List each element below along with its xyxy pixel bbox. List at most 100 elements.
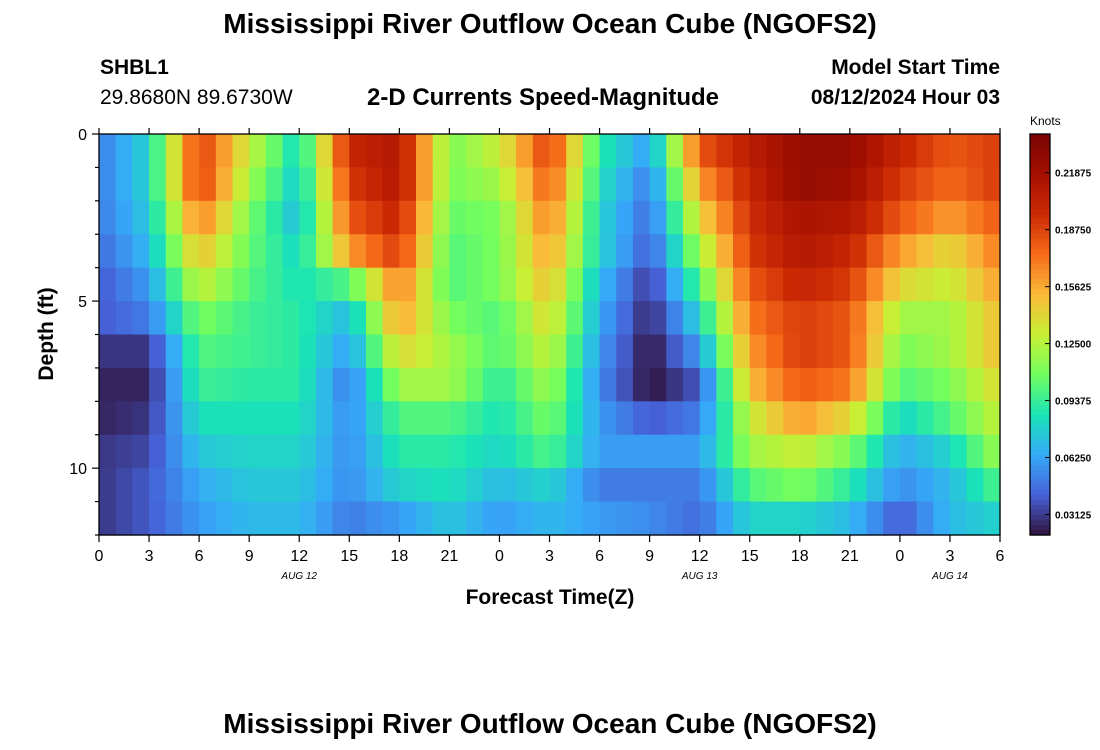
x-tick-label: 9 xyxy=(245,548,254,565)
heatmap-cell xyxy=(649,301,667,336)
heatmap-cell xyxy=(349,367,367,402)
heatmap-cell xyxy=(249,301,267,336)
heatmap-cell xyxy=(332,234,350,269)
heatmap-cell xyxy=(349,301,367,336)
heatmap-cell xyxy=(983,267,1001,302)
heatmap-cell xyxy=(983,301,1001,336)
heatmap-cell xyxy=(899,367,918,402)
heatmap-cell xyxy=(149,401,167,436)
colorbar-segment xyxy=(1030,239,1050,245)
heatmap-cell xyxy=(99,334,117,369)
heatmap-cell xyxy=(265,200,284,235)
colorbar-tick-label: 0.18750 xyxy=(1055,226,1092,237)
heatmap-cell xyxy=(232,200,250,235)
heatmap-cell xyxy=(899,334,918,369)
colorbar-segment xyxy=(1030,514,1050,521)
colorbar-segment xyxy=(1030,354,1050,361)
colorbar-segment xyxy=(1030,149,1050,155)
colorbar-segment xyxy=(1030,524,1050,531)
heatmap-cell xyxy=(666,301,684,336)
heatmap-cell xyxy=(916,134,934,169)
colorbar-segment xyxy=(1030,134,1050,140)
heatmap-cell xyxy=(849,167,868,202)
heatmap-cell xyxy=(733,134,751,169)
colorbar-segment xyxy=(1030,264,1050,270)
heatmap-cell xyxy=(215,334,234,369)
heatmap-cell xyxy=(716,434,734,469)
heatmap-cell xyxy=(983,234,1001,269)
heatmap-cell xyxy=(833,468,851,503)
heatmap-cell xyxy=(182,334,200,369)
heatmap-cell xyxy=(449,367,467,402)
heatmap-cell xyxy=(616,167,634,202)
colorbar-tick-label: 0.09375 xyxy=(1055,397,1092,408)
heatmap-cell xyxy=(499,367,517,402)
heatmap-cell xyxy=(499,167,517,202)
x-axis-label: Forecast Time(Z) xyxy=(466,586,635,609)
heatmap-cell xyxy=(649,501,667,536)
heatmap-cell xyxy=(649,234,667,269)
colorbar-segment xyxy=(1030,529,1050,536)
heatmap-cell xyxy=(549,234,567,269)
heatmap-cell xyxy=(365,468,384,503)
heatmap-cell xyxy=(482,167,501,202)
heatmap-cell xyxy=(466,234,484,269)
colorbar-segment xyxy=(1030,219,1050,225)
colorbar-tick-label: 0.15625 xyxy=(1055,283,1092,294)
heatmap-cell xyxy=(983,468,1001,503)
colorbar-segment xyxy=(1030,329,1050,336)
heatmap-cell xyxy=(149,501,167,536)
heatmap-cell xyxy=(449,301,467,336)
colorbar-units: Knots xyxy=(1030,114,1061,128)
colorbar-segment xyxy=(1030,419,1050,426)
heatmap-cell xyxy=(699,134,717,169)
heatmap-cell xyxy=(132,301,150,336)
heatmap-cell xyxy=(499,334,517,369)
colorbar-segment xyxy=(1030,339,1050,346)
heatmap-cell xyxy=(966,334,984,369)
heatmap-cell xyxy=(949,234,968,269)
heatmap-cell xyxy=(566,401,584,436)
heatmap-cell xyxy=(682,301,701,336)
heatmap-cell xyxy=(849,501,868,536)
heatmap-cell xyxy=(699,501,717,536)
heatmap-cell xyxy=(365,267,384,302)
heatmap-cell xyxy=(516,367,534,402)
heatmap-cell xyxy=(783,134,801,169)
heatmap-cell xyxy=(799,401,818,436)
heatmap-cell xyxy=(966,434,984,469)
heatmap-cell xyxy=(682,134,701,169)
heatmap-cell xyxy=(632,134,651,169)
heatmap-cell xyxy=(365,367,384,402)
heatmap-cell xyxy=(466,334,484,369)
heatmap-cell xyxy=(532,234,551,269)
heatmap-cell xyxy=(416,367,434,402)
heatmap-cell xyxy=(149,334,167,369)
heatmap-cell xyxy=(215,468,234,503)
heatmap-cell xyxy=(282,401,300,436)
heatmap-cell xyxy=(816,267,834,302)
heatmap-cell xyxy=(716,367,734,402)
heatmap-cell xyxy=(466,501,484,536)
heatmap-cell xyxy=(416,200,434,235)
colorbar-segment xyxy=(1030,499,1050,506)
heatmap-cell xyxy=(983,434,1001,469)
heatmap-cell xyxy=(883,267,901,302)
heatmap-cell xyxy=(182,134,200,169)
heatmap-cell xyxy=(599,200,617,235)
heatmap-cell xyxy=(816,501,834,536)
heatmap-cell xyxy=(933,200,951,235)
heatmap-cell xyxy=(616,267,634,302)
heatmap-cell xyxy=(365,134,384,169)
heatmap-cell xyxy=(466,301,484,336)
heatmap-cell xyxy=(599,134,617,169)
heatmap-cell xyxy=(482,234,501,269)
heatmap-cell xyxy=(466,267,484,302)
heatmap-cell xyxy=(866,367,884,402)
heatmap-cell xyxy=(199,301,217,336)
heatmap-cell xyxy=(799,468,818,503)
heatmap-cell xyxy=(416,134,434,169)
heatmap-cell xyxy=(516,501,534,536)
heatmap-cell xyxy=(382,501,400,536)
heatmap-cell xyxy=(666,401,684,436)
